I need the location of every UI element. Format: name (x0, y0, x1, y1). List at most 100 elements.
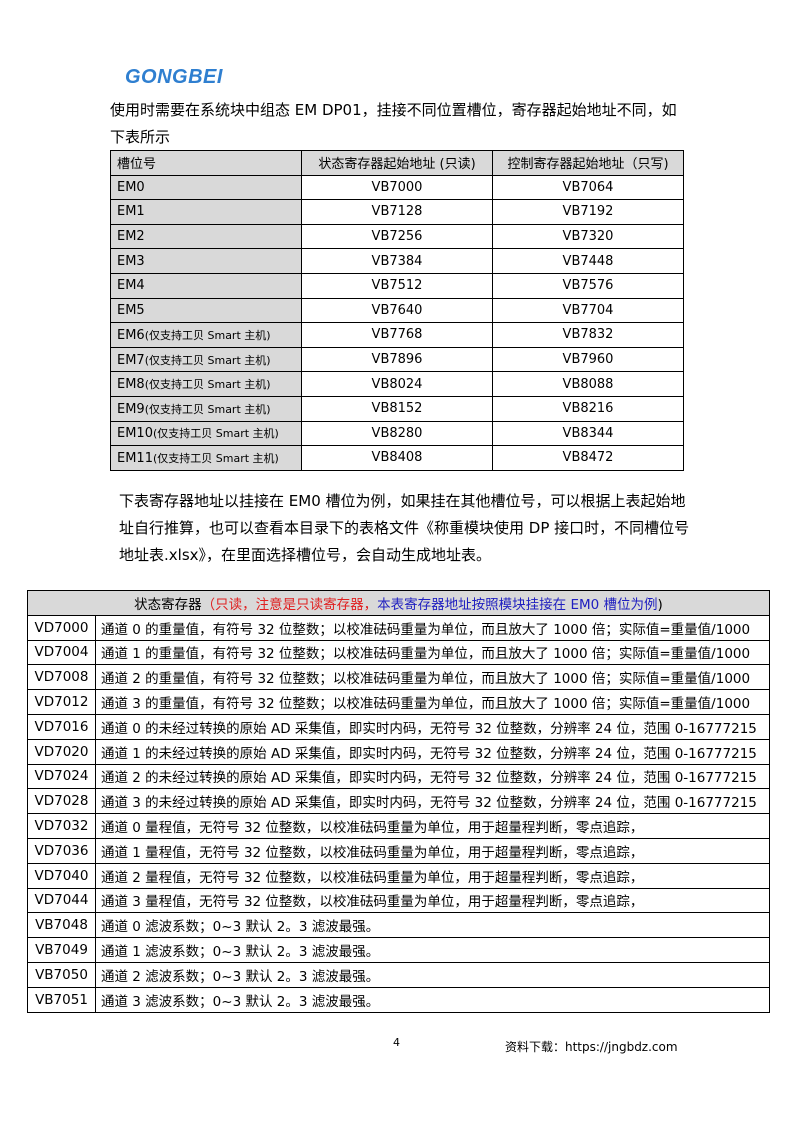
table-row: EM9(仅支持工贝 Smart 主机) VB8152 VB8216 (110, 395, 684, 422)
status-address: VB7384 (301, 248, 493, 274)
slot-note: (仅支持工贝 Smart 主机) (152, 451, 279, 465)
register-description: 通道 2 量程值，无符号 32 位整数，以校准砝码重量为单位，用于超量程判断，零… (95, 862, 770, 889)
slot-name: EM7 (117, 352, 145, 368)
slot-name: EM8 (117, 377, 145, 393)
status-address: VB7512 (301, 272, 493, 299)
status-address: VB8024 (301, 371, 493, 397)
header-close-paren: ) (657, 596, 663, 613)
register-table-header: 状态寄存器（只读，注意是只读寄存器，本表寄存器地址按照模块挂接在 EM0 槽位为… (27, 590, 770, 616)
register-description: 通道 0 量程值，无符号 32 位整数，以校准砝码重量为单位，用于超量程判断，零… (95, 813, 770, 839)
slot-cell: EM4 (110, 272, 302, 299)
status-address: VB7768 (301, 322, 493, 348)
register-address: VD7028 (27, 788, 96, 815)
table-row: VD7040 通道 2 量程值，无符号 32 位整数，以校准砝码重量为单位，用于… (27, 862, 770, 889)
register-description: 通道 3 量程值，无符号 32 位整数，以校准砝码重量为单位，用于超量程判断，零… (95, 887, 770, 914)
control-address: VB7192 (492, 199, 684, 225)
table-header-row: 状态寄存器（只读，注意是只读寄存器，本表寄存器地址按照模块挂接在 EM0 槽位为… (27, 590, 770, 616)
table-row: VD7028 通道 3 的未经过转换的原始 AD 采集值，即实时内码，无符号 3… (27, 788, 770, 815)
table-row: VD7036 通道 1 量程值，无符号 32 位整数，以校准砝码重量为单位，用于… (27, 837, 770, 864)
header-red-note: 只读，注意是只读寄存器， (215, 596, 378, 613)
control-address: VB7960 (492, 346, 684, 373)
register-address: VD7000 (27, 614, 96, 641)
register-address: VD7012 (27, 689, 96, 715)
table-row: EM7(仅支持工贝 Smart 主机) VB7896 VB7960 (110, 346, 684, 373)
control-address: VB8344 (492, 420, 684, 447)
table-row: VD7044 通道 3 量程值，无符号 32 位整数，以校准砝码重量为单位，用于… (27, 887, 770, 914)
status-address: VB8280 (301, 420, 493, 447)
table-row: VD7016 通道 0 的未经过转换的原始 AD 采集值，即实时内码，无符号 3… (27, 713, 770, 740)
slot-note: (仅支持工贝 Smart 主机) (144, 353, 271, 367)
status-address: VB7000 (301, 174, 493, 201)
register-address: VB7051 (27, 986, 96, 1013)
table-row: EM4 VB7512 VB7576 (110, 272, 684, 299)
table-row: EM5 VB7640 VB7704 (110, 297, 684, 324)
register-description: 通道 1 量程值，无符号 32 位整数，以校准砝码重量为单位，用于超量程判断，零… (95, 837, 770, 864)
register-description: 通道 0 的重量值，有符号 32 位整数；以校准砝码重量为单位，而且放大了 10… (95, 614, 770, 641)
slot-address-table: 槽位号 状态寄存器起始地址 (只读) 控制寄存器起始地址（只写) EM0 VB7… (110, 150, 684, 471)
status-address: VB7640 (301, 297, 493, 324)
register-address: VD7016 (27, 713, 96, 740)
register-description: 通道 3 的未经过转换的原始 AD 采集值，即实时内码，无符号 32 位整数，分… (95, 788, 770, 815)
slot-note: (仅支持工贝 Smart 主机) (144, 402, 271, 416)
register-description: 通道 1 的重量值，有符号 32 位整数；以校准砝码重量为单位，而且放大了 10… (95, 639, 770, 666)
register-address: VD7044 (27, 887, 96, 914)
table-row: VB7048 通道 0 滤波系数；0~3 默认 2。3 滤波最强。 (27, 912, 770, 939)
table-row: VD7004 通道 1 的重量值，有符号 32 位整数；以校准砝码重量为单位，而… (27, 639, 770, 666)
table-row: EM8(仅支持工贝 Smart 主机) VB8024 VB8088 (110, 371, 684, 397)
table-row: VB7051 通道 3 滤波系数；0~3 默认 2。3 滤波最强。 (27, 986, 770, 1013)
table-row: EM6(仅支持工贝 Smart 主机) VB7768 VB7832 (110, 322, 684, 348)
slot-cell: EM9(仅支持工贝 Smart 主机) (110, 395, 302, 422)
register-description: 通道 3 滤波系数；0~3 默认 2。3 滤波最强。 (95, 986, 770, 1013)
slot-name: EM0 (117, 179, 145, 195)
table-row: VB7050 通道 2 滤波系数；0~3 默认 2。3 滤波最强。 (27, 961, 770, 988)
register-description: 通道 1 的未经过转换的原始 AD 采集值，即实时内码，无符号 32 位整数，分… (95, 738, 770, 765)
table-row: VD7024 通道 2 的未经过转换的原始 AD 采集值，即实时内码，无符号 3… (27, 763, 770, 790)
slot-cell: EM10(仅支持工贝 Smart 主机) (110, 420, 302, 447)
table-row: VD7020 通道 1 的未经过转换的原始 AD 采集值，即实时内码，无符号 3… (27, 738, 770, 765)
control-address: VB7064 (492, 174, 684, 201)
download-link[interactable]: 资料下载：https://jngbdz.com (505, 1040, 678, 1054)
control-address: VB7832 (492, 322, 684, 348)
table-row: EM3 VB7384 VB7448 (110, 248, 684, 274)
status-address: VB8408 (301, 445, 493, 471)
status-address: VB7256 (301, 223, 493, 250)
table-row: EM0 VB7000 VB7064 (110, 174, 684, 201)
register-description: 通道 0 滤波系数；0~3 默认 2。3 滤波最强。 (95, 912, 770, 939)
register-description: 通道 2 滤波系数；0~3 默认 2。3 滤波最强。 (95, 961, 770, 988)
register-address: VD7024 (27, 763, 96, 790)
status-address: VB7896 (301, 346, 493, 373)
register-address: VB7050 (27, 961, 96, 988)
slot-cell: EM8(仅支持工贝 Smart 主机) (110, 371, 302, 397)
header-blue-note: 本表寄存器地址按照模块挂接在 EM0 槽位为例 (377, 596, 658, 613)
register-description: 通道 3 的重量值，有符号 32 位整数；以校准砝码重量为单位，而且放大了 10… (95, 689, 770, 715)
control-address: VB8088 (492, 371, 684, 397)
explanation-paragraph: 下表寄存器地址以挂接在 EM0 槽位为例，如果挂在其他槽位号，可以根据上表起始地… (119, 492, 690, 564)
register-address: VD7040 (27, 862, 96, 889)
control-address: VB7448 (492, 248, 684, 274)
slot-name: EM10 (117, 426, 153, 442)
header-title: 状态寄存器 (134, 596, 202, 613)
header-status: 状态寄存器起始地址 (只读) (301, 150, 493, 176)
control-address: VB8472 (492, 445, 684, 471)
slot-name: EM1 (117, 204, 145, 220)
control-address: VB7704 (492, 297, 684, 324)
gongbei-logo: GONGBEI (125, 66, 223, 88)
slot-name: EM4 (117, 278, 145, 294)
register-address: VD7004 (27, 639, 96, 666)
table-row: EM10(仅支持工贝 Smart 主机) VB8280 VB8344 (110, 420, 684, 447)
status-address: VB7128 (301, 199, 493, 225)
header-open-paren: （ (201, 596, 216, 613)
slot-cell: EM1 (110, 199, 302, 225)
slot-name: EM9 (117, 401, 145, 417)
register-address: VB7048 (27, 912, 96, 939)
control-address: VB7320 (492, 223, 684, 250)
slot-cell: EM0 (110, 174, 302, 201)
slot-name: EM6 (117, 327, 145, 343)
register-address: VD7032 (27, 813, 96, 839)
table-row: EM2 VB7256 VB7320 (110, 223, 684, 250)
table-header-row: 槽位号 状态寄存器起始地址 (只读) 控制寄存器起始地址（只写) (110, 150, 684, 176)
slot-name: EM2 (117, 229, 145, 245)
slot-cell: EM2 (110, 223, 302, 250)
table-row: EM1 VB7128 VB7192 (110, 199, 684, 225)
